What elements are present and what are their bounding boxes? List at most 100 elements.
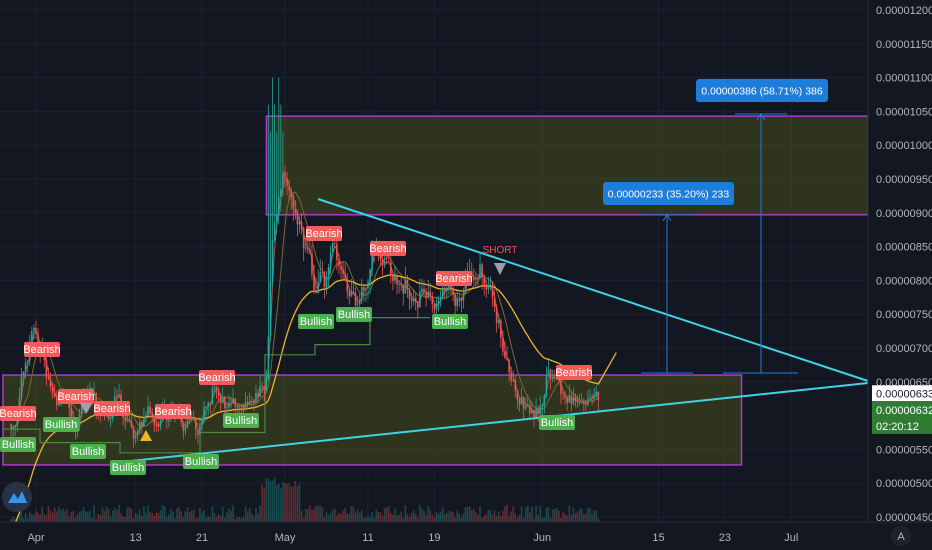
candle-body: [522, 396, 525, 409]
volume-bar: [116, 510, 118, 522]
bearish-label: Bearish: [93, 401, 131, 416]
price-tick-label: 0.00000500: [876, 478, 932, 490]
candle-body: [572, 397, 575, 404]
volume-bar: [595, 510, 598, 522]
volume-bar: [533, 518, 535, 522]
volume-bar: [508, 516, 510, 522]
scale-mode-button[interactable]: A: [891, 526, 911, 546]
time-tick-label: 23: [719, 532, 731, 544]
candle-body: [246, 401, 249, 404]
price-tag: 0.00000633: [876, 388, 932, 400]
bullish-label-text: Bullish: [338, 309, 370, 321]
ascending-trendline[interactable]: [111, 382, 869, 464]
volume-bar: [132, 518, 135, 522]
candle-body: [211, 388, 214, 405]
candle-body: [236, 405, 239, 408]
candle-body: [514, 380, 517, 391]
tradingview-logo-icon[interactable]: [2, 482, 32, 512]
volume-bar: [329, 512, 332, 522]
volume-bar: [580, 508, 583, 522]
volume-bar: [313, 508, 315, 522]
volume-bar: [462, 513, 465, 522]
candle-body: [367, 281, 369, 289]
volume-bar: [280, 488, 282, 522]
volume-bar: [425, 514, 427, 522]
volume-bar: [70, 511, 73, 522]
volume-bar: [128, 507, 131, 522]
volume-bar: [304, 508, 307, 522]
measure-2-box[interactable]: [696, 79, 828, 102]
candle-body: [16, 418, 19, 426]
candle-body: [70, 408, 73, 417]
candle-body: [35, 327, 37, 334]
logo-circle[interactable]: [2, 482, 32, 512]
time-tick-label: Apr: [27, 532, 44, 544]
candle-body: [483, 277, 485, 286]
descending-trendline[interactable]: [317, 198, 869, 382]
volume-bar: [80, 510, 83, 522]
candle-body: [192, 417, 195, 419]
candle-body: [141, 422, 143, 427]
volume-bar: [45, 515, 48, 522]
candle-body: [58, 402, 60, 406]
bullish-label-bg: [0, 437, 36, 452]
bearish-label: Bearish: [305, 226, 343, 241]
price-axis-background: [868, 0, 932, 522]
candle-body: [253, 400, 255, 403]
volume-bar: [161, 505, 164, 522]
volume-bar: [126, 507, 129, 522]
candle-body: [282, 172, 284, 189]
volume-bar: [267, 478, 270, 522]
candle-body: [545, 375, 548, 396]
time-tick-label: 15: [652, 532, 664, 544]
measure-2-label[interactable]: 0.00000386 (58.71%) 386: [701, 86, 823, 98]
bullish-label: Bullish: [110, 460, 146, 475]
volume-bar: [211, 505, 214, 522]
candle-body: [55, 396, 58, 406]
volume-bar: [236, 516, 239, 522]
scale-mode-label[interactable]: A: [897, 531, 905, 543]
logo-mark[interactable]: [8, 491, 27, 503]
candle-body: [336, 243, 338, 260]
bullish-label-text: Bullish: [541, 417, 573, 429]
time-tick-label: Jul: [784, 532, 798, 544]
bullish-label-bg: [539, 415, 575, 430]
trendlines[interactable]: [111, 198, 869, 464]
price-measures[interactable]: 0.00000233 (35.20%) 233 0.00000386 (58.71…: [603, 79, 828, 374]
candle-body: [587, 398, 589, 405]
candle-body: [427, 291, 429, 298]
volume-bar: [410, 512, 413, 522]
candle-body: [464, 280, 467, 293]
candle-body: [487, 285, 490, 290]
measure-1-box[interactable]: [603, 182, 734, 205]
candle-body: [354, 293, 357, 306]
volume-bar: [543, 517, 546, 522]
candle-body: [437, 300, 440, 304]
volume-bar: [437, 513, 440, 522]
bullish-label-bg: [110, 460, 146, 475]
candle-body: [159, 421, 162, 427]
candle-body: [261, 385, 263, 387]
volume-bar: [323, 517, 326, 522]
price-axis[interactable]: 0.00001200 0.00001150 0.00001100 0.00001050…: [867, 0, 932, 524]
candle-body: [234, 398, 236, 406]
candle-body: [14, 425, 17, 427]
volume-bar: [176, 508, 178, 522]
candle-body: [423, 288, 425, 292]
candle-body: [539, 405, 542, 415]
candle-body: [107, 415, 110, 419]
volume-bar: [371, 511, 373, 522]
scale-mode-button-bg[interactable]: [891, 526, 911, 546]
price-tick-label: 0.00000800: [876, 275, 932, 287]
volume-bar: [76, 514, 79, 522]
measure-1-label[interactable]: 0.00000233 (35.20%) 233: [608, 189, 730, 201]
volume-bar: [147, 505, 149, 522]
candle-body: [479, 264, 481, 279]
candle-body: [143, 416, 145, 427]
candle-body: [537, 408, 539, 415]
candle-body: [24, 362, 27, 372]
time-axis[interactable]: Apr 13 21 May 11 19 Jun 15 23 Jul A: [0, 521, 932, 550]
volume-bar: [190, 510, 193, 522]
volume-bar: [539, 505, 542, 522]
